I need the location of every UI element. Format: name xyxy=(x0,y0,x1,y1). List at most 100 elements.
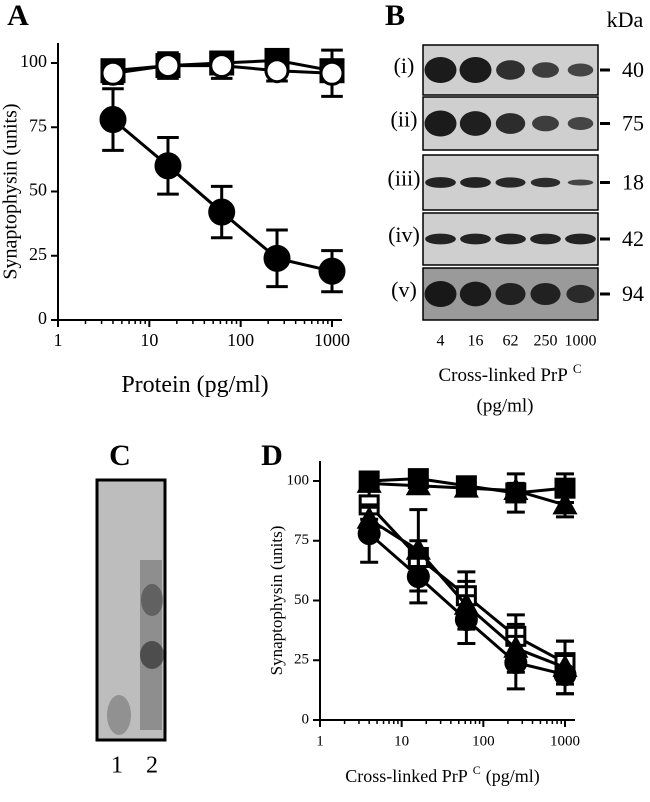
row-label: (v) xyxy=(391,277,417,302)
x-axis-label: Cross-linked PrP C xyxy=(439,361,582,386)
x-tick-label: 100 xyxy=(227,330,254,350)
y-tick-label: 0 xyxy=(302,711,310,727)
lane-label: 62 xyxy=(503,333,519,350)
blot-band xyxy=(460,177,491,188)
lane-label: 1 xyxy=(111,753,123,779)
weight-label: 40 xyxy=(622,57,644,82)
blot-band xyxy=(495,282,526,306)
lane-label: 2 xyxy=(146,753,158,779)
lane-label: 16 xyxy=(468,333,484,350)
x-tick-label: 1000 xyxy=(550,733,580,749)
unit-label: kDa xyxy=(607,7,644,32)
marker xyxy=(208,198,236,226)
blot-band xyxy=(532,62,559,78)
weight-label: 94 xyxy=(622,281,644,306)
marker xyxy=(453,475,479,498)
x-tick-label: 100 xyxy=(472,733,495,749)
blot-band xyxy=(567,63,594,77)
lane-label: 4 xyxy=(437,333,445,350)
x-axis-label: Cross-linked PrP C (pg/ml) xyxy=(345,763,540,787)
marker xyxy=(100,60,126,86)
x-label-text: Protein (pg/ml) xyxy=(121,372,268,398)
weight-label: 42 xyxy=(622,226,644,251)
blot-band xyxy=(460,233,491,245)
gel-smear xyxy=(107,695,131,735)
marker xyxy=(454,608,478,632)
x-tick-label: 1 xyxy=(54,330,63,350)
blot-band xyxy=(459,111,492,136)
x-axis-unit: (pg/ml) xyxy=(477,395,534,416)
y-tick-label: 75 xyxy=(29,115,47,135)
marker xyxy=(504,651,528,675)
blot-band xyxy=(565,233,596,245)
blot-band xyxy=(495,233,526,245)
blot-band xyxy=(567,179,594,186)
weight-label: 75 xyxy=(622,111,644,136)
blot-band xyxy=(424,110,457,137)
marker xyxy=(318,257,346,285)
x-tick-label: 1 xyxy=(316,733,324,749)
blot-band xyxy=(567,117,594,130)
y-axis-label: Synaptophysin (units) xyxy=(267,526,286,676)
row-label: (ii) xyxy=(391,107,418,132)
weight-label: 18 xyxy=(622,170,644,195)
blot-band xyxy=(566,284,595,304)
x-label-unit: (pg/ml) xyxy=(486,766,540,787)
y-tick-label: 75 xyxy=(294,532,309,548)
blot-band xyxy=(530,282,561,306)
blot-band xyxy=(459,57,492,83)
y-axis-label: Synaptophysin (units) xyxy=(0,103,22,279)
blot-band xyxy=(496,60,525,80)
panel-letter: B xyxy=(385,0,405,32)
panel-letter: A xyxy=(7,0,29,32)
y-tick-label: 0 xyxy=(38,308,47,328)
blot-band xyxy=(532,115,559,132)
x-tick-label: 10 xyxy=(140,330,158,350)
x-label-text: Cross-linked PrP xyxy=(345,766,468,786)
blot-band xyxy=(495,113,526,134)
blot-band xyxy=(424,281,457,307)
row-label: (i) xyxy=(394,53,415,78)
marker xyxy=(319,60,345,86)
marker xyxy=(406,565,430,589)
marker xyxy=(405,472,431,496)
y-tick-label: 50 xyxy=(294,592,309,608)
marker xyxy=(357,522,381,546)
x-label-sup: C xyxy=(573,361,582,376)
y-tick-label: 25 xyxy=(294,652,309,668)
x-label-sup: C xyxy=(473,763,481,777)
x-label-text: Cross-linked PrP xyxy=(439,365,568,386)
blot-band xyxy=(424,57,457,83)
y-tick-label: 25 xyxy=(29,244,47,264)
blot-band xyxy=(425,177,456,188)
marker xyxy=(209,53,235,79)
blot-band xyxy=(459,281,492,307)
marker xyxy=(503,477,529,501)
marker xyxy=(99,106,127,134)
x-tick-label: 10 xyxy=(394,733,409,749)
marker xyxy=(264,58,290,84)
row-label: (iv) xyxy=(388,222,420,247)
y-tick-label: 100 xyxy=(20,51,47,71)
marker xyxy=(154,152,182,180)
gel-band xyxy=(141,584,163,616)
blot-band xyxy=(425,233,456,245)
lane-label: 1000 xyxy=(565,333,597,350)
panel-letter: D xyxy=(261,439,283,472)
lane-label: 250 xyxy=(534,333,558,350)
blot-band xyxy=(495,177,526,188)
blot-band xyxy=(530,177,561,188)
panel-letter: C xyxy=(109,439,131,472)
x-tick-label: 1000 xyxy=(314,330,350,350)
blot-band xyxy=(530,233,561,245)
marker xyxy=(552,491,578,515)
y-tick-label: 100 xyxy=(287,472,310,488)
marker xyxy=(263,244,291,272)
marker xyxy=(553,663,577,687)
row-label: (iii) xyxy=(388,166,421,191)
y-tick-label: 50 xyxy=(29,180,47,200)
marker xyxy=(155,53,181,79)
x-axis-label: Protein (pg/ml) xyxy=(121,372,268,398)
gel-band xyxy=(140,641,164,669)
